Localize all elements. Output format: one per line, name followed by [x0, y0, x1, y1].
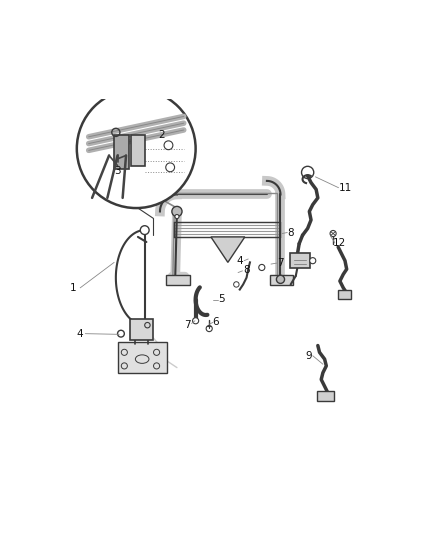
Text: 9: 9	[305, 351, 312, 361]
Text: 8: 8	[243, 265, 250, 275]
FancyBboxPatch shape	[270, 274, 293, 285]
Circle shape	[117, 330, 124, 337]
Text: 8: 8	[287, 228, 294, 238]
Text: 7: 7	[184, 320, 191, 330]
Circle shape	[310, 257, 316, 264]
Circle shape	[301, 166, 314, 179]
Circle shape	[140, 225, 149, 235]
FancyBboxPatch shape	[131, 135, 145, 166]
Circle shape	[175, 214, 179, 219]
Circle shape	[276, 275, 285, 284]
Text: 5: 5	[218, 294, 224, 304]
Text: 2: 2	[159, 130, 165, 140]
FancyBboxPatch shape	[338, 290, 351, 298]
Text: 4: 4	[77, 329, 84, 338]
FancyBboxPatch shape	[317, 391, 334, 400]
Circle shape	[233, 282, 239, 287]
FancyBboxPatch shape	[290, 253, 311, 269]
Circle shape	[259, 264, 265, 271]
FancyBboxPatch shape	[117, 342, 167, 373]
FancyBboxPatch shape	[166, 274, 190, 285]
Text: 4: 4	[237, 256, 243, 265]
Text: 3: 3	[114, 166, 121, 176]
Text: 11: 11	[338, 183, 352, 193]
FancyBboxPatch shape	[114, 135, 129, 169]
Polygon shape	[211, 237, 245, 262]
Text: 12: 12	[333, 238, 346, 248]
Circle shape	[77, 89, 196, 208]
Text: 7: 7	[277, 258, 284, 268]
Circle shape	[193, 318, 199, 324]
Circle shape	[206, 326, 212, 332]
Text: 1: 1	[70, 283, 77, 293]
Circle shape	[330, 230, 336, 237]
FancyBboxPatch shape	[130, 319, 152, 340]
Circle shape	[172, 206, 182, 216]
Text: 6: 6	[213, 318, 219, 327]
